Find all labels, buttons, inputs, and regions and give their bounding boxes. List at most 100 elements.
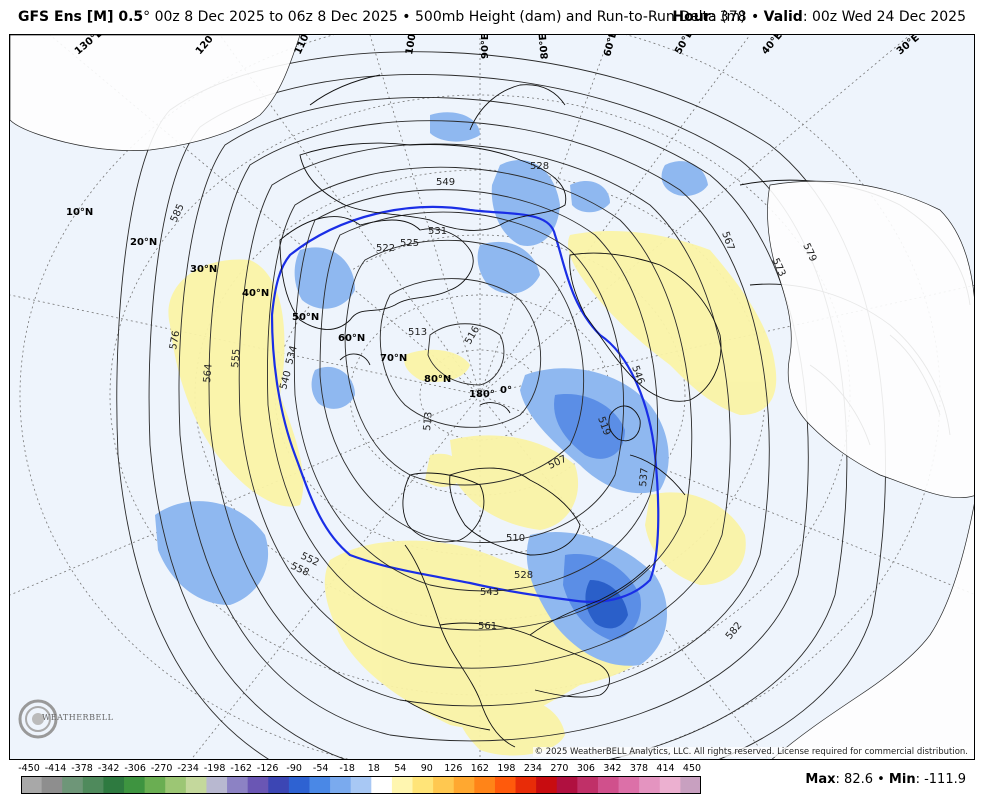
colorbar-swatch bbox=[453, 776, 475, 794]
contour-label: 534 bbox=[284, 344, 300, 365]
lat-label: 70°N bbox=[380, 353, 407, 364]
colorbar-tick: 414 bbox=[656, 763, 675, 774]
colorbar-swatch bbox=[556, 776, 578, 794]
colorbar-swatch bbox=[185, 776, 207, 794]
colorbar-tick: 198 bbox=[497, 763, 516, 774]
colorbar-tick: 378 bbox=[629, 763, 649, 774]
lon-label: 80°E bbox=[538, 35, 551, 60]
colorbar-tick: -18 bbox=[339, 763, 355, 774]
colorbar-swatch bbox=[371, 776, 393, 794]
height-contours bbox=[116, 51, 886, 759]
model-name: GFS Ens [M] 0.5 bbox=[18, 9, 144, 25]
colorbar-swatch bbox=[618, 776, 640, 794]
colorbar-tick: -450 bbox=[18, 763, 40, 774]
contour-label: 522 bbox=[376, 243, 395, 254]
lat-label: 40°N bbox=[242, 288, 269, 299]
header-right: Hour: 378 • Valid: 00z Wed 24 Dec 2025 bbox=[672, 0, 966, 34]
highlight-contour bbox=[270, 205, 660, 603]
colorbar-swatch bbox=[350, 776, 372, 794]
colorbar-tick: 90 bbox=[420, 763, 433, 774]
colorbar-swatch bbox=[515, 776, 537, 794]
negative-delta-areas bbox=[155, 112, 708, 666]
lon-label: 180° bbox=[469, 389, 495, 400]
lat-label: 50°N bbox=[292, 312, 319, 323]
valid-label: Valid bbox=[763, 9, 803, 25]
colorbar-tick: -54 bbox=[312, 763, 329, 774]
colorbar-tick: 450 bbox=[682, 763, 702, 774]
max-min-stats: Max: 82.6 • Min: -111.9 bbox=[805, 772, 966, 787]
lat-label: 60°N bbox=[338, 333, 365, 344]
colorbar-swatch bbox=[247, 776, 269, 794]
colorbar-tick: -162 bbox=[230, 763, 252, 774]
lon-label: 0° bbox=[500, 385, 512, 396]
colorbar-swatch bbox=[206, 776, 228, 794]
colorbar-tick: -90 bbox=[286, 763, 302, 774]
lon-label: 90°E bbox=[480, 35, 491, 59]
contour-label: 543 bbox=[480, 587, 499, 598]
colorbar-swatch bbox=[21, 776, 43, 794]
contour-label: 564 bbox=[202, 363, 215, 383]
colorbar-tick: 54 bbox=[394, 763, 407, 774]
colorbar-swatch bbox=[680, 776, 701, 794]
contour-label: 513 bbox=[408, 327, 427, 338]
weatherbell-logo: WEATHERBELL bbox=[16, 697, 113, 747]
contour-label: 528 bbox=[514, 570, 533, 581]
chart-header: GFS Ens [M] 0.5° 00z 8 Dec 2025 to 06z 8… bbox=[0, 0, 984, 34]
degree-symbol: ° bbox=[143, 9, 151, 25]
lat-label: 10°N bbox=[66, 207, 93, 218]
colorbar-swatch bbox=[659, 776, 681, 794]
colorbar-swatch bbox=[536, 776, 558, 794]
logo-text: WEATHERBELL bbox=[42, 713, 114, 722]
colorbar-tick: -414 bbox=[44, 763, 67, 774]
lat-label: 30°N bbox=[190, 264, 217, 275]
colorbar-tick: -234 bbox=[177, 763, 199, 774]
hour-value: : 378 • bbox=[710, 9, 764, 25]
copyright-notice: © 2025 WeatherBELL Analytics, LLC. All r… bbox=[532, 747, 970, 757]
colorbar-swatch bbox=[412, 776, 434, 794]
colorbar-swatch bbox=[597, 776, 620, 794]
colorbar-tick: -198 bbox=[203, 763, 226, 774]
colorbar-tick-labels: -450 -414 -378 -342 -306 -270 -234 -198 -162 -126… bbox=[0, 763, 760, 775]
colorbar-swatch bbox=[433, 776, 455, 794]
contour-label: 537 bbox=[638, 467, 651, 487]
colorbar-tick: 18 bbox=[367, 763, 380, 774]
latitude-labels: 10°N 20°N 30°N 40°N 50°N 60°N 70°N 80°N bbox=[66, 207, 451, 385]
colorbar-tick: -306 bbox=[124, 763, 146, 774]
colorbar-tick: 162 bbox=[470, 763, 489, 774]
colorbar-swatch bbox=[309, 776, 331, 794]
header-left: GFS Ens [M] 0.5° 00z 8 Dec 2025 to 06z 8… bbox=[18, 0, 746, 34]
max-label: Max bbox=[805, 772, 836, 787]
contour-label: 525 bbox=[400, 238, 419, 249]
colorbar-swatch bbox=[494, 776, 517, 794]
colorbar-tick: -270 bbox=[150, 763, 173, 774]
colorbar-swatch bbox=[227, 776, 249, 794]
contour-label: 510 bbox=[506, 533, 525, 544]
contour-label: 555 bbox=[230, 348, 243, 368]
colorbar-tick: 126 bbox=[444, 763, 463, 774]
colorbar-tick: 270 bbox=[550, 763, 569, 774]
colorbar-swatch bbox=[82, 776, 104, 794]
colorbar-swatch bbox=[288, 776, 310, 794]
colorbar-swatch bbox=[639, 776, 661, 794]
colorbar-swatch bbox=[124, 776, 146, 794]
contour-label: 576 bbox=[168, 330, 182, 351]
run-description: 00z 8 Dec 2025 to 06z 8 Dec 2025 • 500mb… bbox=[150, 9, 746, 25]
colorbar-tick: 342 bbox=[603, 763, 622, 774]
lat-label: 20°N bbox=[130, 237, 157, 248]
polar-map: 10°N 20°N 30°N 40°N 50°N 60°N 70°N 80°N … bbox=[10, 35, 974, 759]
contour-label: 531 bbox=[428, 226, 447, 237]
colorbar-swatch bbox=[62, 776, 84, 794]
colorbar-swatch bbox=[268, 776, 290, 794]
colorbar-tick: 234 bbox=[523, 763, 542, 774]
colorbar-swatch bbox=[577, 776, 599, 794]
contour-label: 513 bbox=[422, 411, 435, 431]
colorbar bbox=[21, 776, 701, 794]
colorbar-tick: -378 bbox=[71, 763, 93, 774]
contour-label: 540 bbox=[278, 369, 294, 390]
colorbar-border bbox=[21, 776, 701, 794]
max-value: : 82.6 • bbox=[835, 772, 889, 787]
colorbar-swatch bbox=[474, 776, 496, 794]
min-value: : -111.9 bbox=[915, 772, 966, 787]
colorbar-tick: -126 bbox=[256, 763, 279, 774]
colorbar-swatch bbox=[103, 776, 125, 794]
